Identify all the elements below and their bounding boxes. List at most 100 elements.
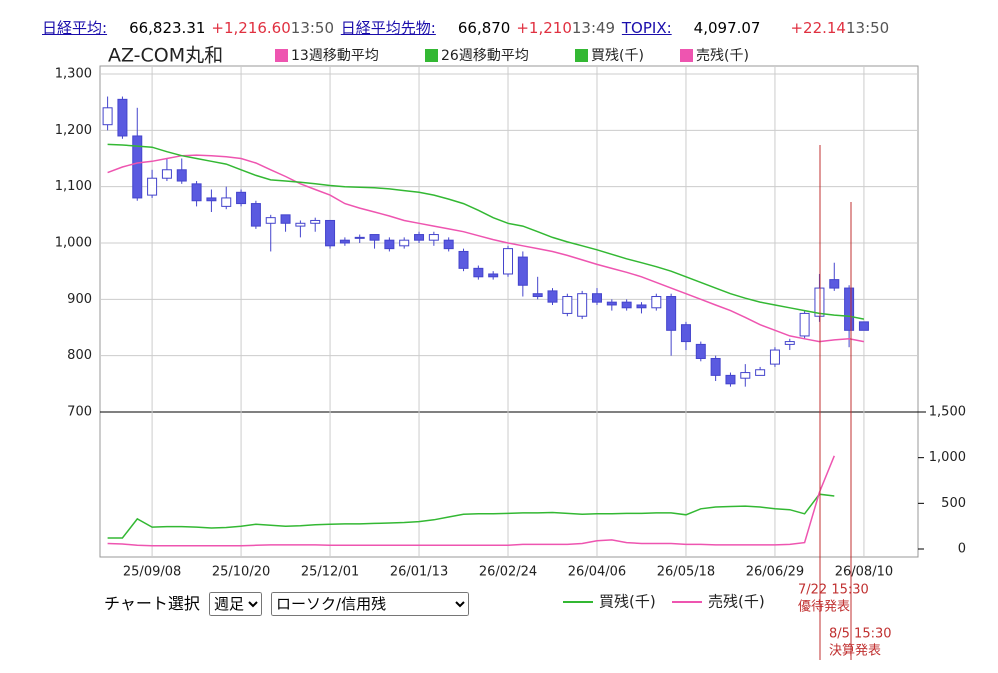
candle-body	[517, 256, 528, 286]
legend-swatch	[575, 49, 588, 62]
y-tick-label: 1,000	[55, 236, 92, 251]
candle-body	[236, 191, 247, 205]
legend-label: 買残(千)	[591, 48, 644, 64]
candle-body	[666, 296, 677, 331]
event-time: 7/22 15:30	[798, 583, 869, 598]
y2-tick-label: 1,000	[929, 450, 966, 465]
index-value: 66,823.31	[129, 19, 206, 37]
candle-body	[310, 219, 321, 224]
candle-body	[784, 341, 795, 345]
index-time: 13:49	[571, 19, 616, 37]
plot-frame	[99, 65, 919, 558]
legend-swatch	[275, 49, 288, 62]
legend-swatch	[425, 49, 438, 62]
candle-body	[221, 197, 232, 207]
candle-body	[250, 203, 261, 227]
candle-body	[829, 279, 840, 289]
legend-label: 買残(千)	[599, 593, 656, 611]
candle-body	[532, 293, 543, 298]
y-tick-label: 1,200	[55, 123, 92, 138]
index-time: 13:50	[845, 19, 890, 37]
candle-body	[577, 293, 588, 317]
control-label: チャート選択	[104, 594, 200, 613]
x-tick-label: 25/09/08	[123, 565, 181, 580]
index-value: 66,870	[457, 19, 511, 37]
candle-body	[799, 312, 810, 337]
x-tick-label: 26/06/29	[746, 565, 804, 580]
event-label: 優待発表	[798, 600, 850, 615]
controls: チャート選択 週足 ローソク/信用残	[104, 590, 470, 616]
market-header: 日経平均: 66,823.31 +1,216.6013:50 日経平均先物: 66,8…	[42, 17, 891, 38]
moving-average-line	[107, 143, 865, 320]
index-link[interactable]: 日経平均:	[42, 19, 108, 37]
y-tick-label: 800	[67, 348, 92, 363]
candle-body	[591, 293, 602, 303]
candle-body	[488, 273, 499, 278]
candle-body	[769, 349, 780, 365]
candle-body	[443, 239, 454, 250]
candle-body	[844, 287, 855, 331]
candle-body	[132, 135, 143, 199]
candle-body	[206, 197, 217, 202]
candle-body	[369, 234, 380, 241]
candle-body	[636, 304, 647, 309]
y2-tick-label: 1,500	[929, 405, 966, 420]
candle-body	[161, 169, 172, 179]
y-tick-label: 1,300	[55, 67, 92, 82]
candle-body	[562, 296, 573, 314]
legend-swatch	[680, 49, 693, 62]
y-tick-label: 900	[67, 292, 92, 307]
chart-title: AZ-COM丸和	[108, 45, 223, 67]
x-tick-label: 26/08/10	[835, 565, 893, 580]
y-tick-label: 1,100	[55, 179, 92, 194]
candle-body	[814, 287, 825, 317]
candle-body	[339, 239, 350, 244]
event-time: 8/5 15:30	[829, 627, 892, 642]
x-tick-label: 25/10/20	[212, 565, 270, 580]
candle-body	[695, 343, 706, 359]
candle-body	[428, 234, 439, 241]
x-tick-label: 26/01/13	[390, 565, 448, 580]
candle-body	[399, 239, 410, 247]
candle-body	[680, 324, 691, 343]
candle-body	[725, 374, 736, 385]
index-change: +22.14	[790, 19, 846, 37]
y-tick-label: 700	[67, 405, 92, 420]
candle-body	[325, 219, 336, 247]
kind-select[interactable]: ローソク/信用残	[271, 592, 470, 616]
candle-body	[621, 301, 632, 309]
candle-body	[147, 177, 158, 196]
period-select[interactable]: 週足	[208, 592, 262, 616]
x-tick-label: 26/04/06	[568, 565, 626, 580]
legend-label: 13週移動平均	[291, 48, 379, 64]
candle-body	[651, 296, 662, 309]
index-link[interactable]: 日経平均先物:	[340, 19, 436, 37]
y2-tick-label: 500	[941, 496, 966, 511]
candle-body	[295, 222, 306, 227]
legend-label: 26週移動平均	[441, 48, 529, 64]
y2-tick-label: 0	[958, 542, 966, 557]
event-label: 決算発表	[829, 644, 881, 659]
candle-body	[473, 267, 484, 278]
moving-average-line	[107, 154, 865, 343]
index-time: 13:50	[290, 19, 335, 37]
x-tick-label: 26/05/18	[657, 565, 715, 580]
index-value: 4,097.07	[693, 19, 761, 37]
candle-body	[740, 372, 751, 379]
candle-body	[710, 357, 721, 376]
candle-body	[858, 321, 869, 331]
x-tick-label: 25/12/01	[301, 565, 359, 580]
candle-body	[102, 107, 113, 126]
candle-body	[755, 369, 766, 376]
candle-body	[117, 98, 128, 137]
candle-body	[458, 250, 469, 269]
margin-line	[107, 455, 835, 547]
legend-label: 売残(千)	[708, 593, 765, 611]
candle-body	[354, 236, 365, 239]
index-link[interactable]: TOPIX:	[621, 19, 672, 37]
index-change: +1,210	[516, 19, 572, 37]
candle-body	[503, 248, 514, 275]
candle-body	[280, 214, 291, 224]
